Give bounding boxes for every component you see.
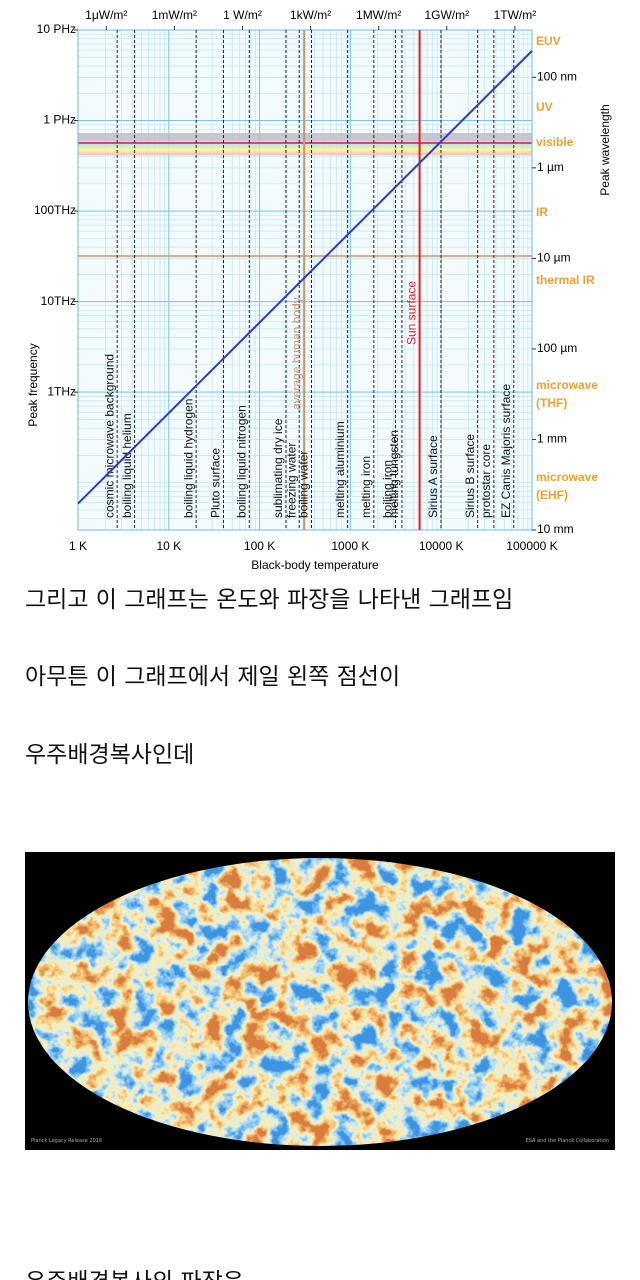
marker-label: boiling water xyxy=(297,451,311,518)
image-caption: ESA and the Planck Collaboration xyxy=(526,1138,609,1144)
marker-label: sublimating dry ice xyxy=(271,418,285,518)
marker-label: Pluto surface xyxy=(209,448,223,518)
x2-tick-label: 1TW/m² xyxy=(494,8,537,22)
x2-tick-label: 1GW/m² xyxy=(424,8,469,22)
y2-tick-label: 1 mm xyxy=(537,432,567,446)
marker-label: Sun surface xyxy=(405,281,419,345)
band-label: EUV xyxy=(536,34,561,48)
band-label: IR xyxy=(536,205,548,219)
band-label: microwave (EHF) xyxy=(536,470,598,502)
y-tick-label: 1THz xyxy=(47,384,76,398)
marker-label: Sirius A surface xyxy=(426,435,440,518)
y-tick-label: 1 PHz xyxy=(43,113,76,127)
x2-tick-label: 1μW/m² xyxy=(85,8,127,22)
y2-tick-label: 10 µm xyxy=(537,251,571,265)
x-tick-label: 1000 K xyxy=(331,539,369,553)
marker-label: EZ Canis Majoris surface xyxy=(499,384,513,518)
image-caption: Planck Legacy Release 2018 xyxy=(31,1138,102,1144)
marker-label: cosmic microwave background xyxy=(102,354,116,518)
x2-tick-label: 1 W/m² xyxy=(223,8,262,22)
marker-label: Sirius B surface xyxy=(463,434,477,518)
y2-axis-label: Peak wavelength xyxy=(598,104,612,195)
y-tick-label: 10 PHz xyxy=(37,22,76,36)
paragraph: 우주배경복사의 파장은 xyxy=(25,1262,244,1280)
x-axis-label: Black-body temperature xyxy=(251,558,379,572)
marker-label: boiling liquid hydrogen xyxy=(181,399,195,518)
x-tick-label: 100000 K xyxy=(506,539,557,553)
x-tick-label: 1 K xyxy=(69,539,87,553)
cmb-map xyxy=(28,858,612,1146)
paragraph: 그리고 이 그래프는 온도와 파장을 나타낸 그래프임 xyxy=(25,587,514,613)
marker-label: boiling iron xyxy=(381,460,395,518)
x2-tick-label: 1MW/m² xyxy=(356,8,401,22)
x-tick-label: 10 K xyxy=(156,539,181,553)
y-axis-label: Peak frequency xyxy=(26,343,40,426)
x2-tick-label: 1kW/m² xyxy=(290,8,331,22)
marker-label: melting aluminium xyxy=(333,421,347,518)
y2-tick-label: 1 µm xyxy=(537,160,564,174)
band-label: UV xyxy=(536,100,553,114)
wien-line xyxy=(77,50,533,505)
marker-label: freezing water xyxy=(284,443,298,518)
band-label: thermal IR xyxy=(536,273,595,287)
y-tick-label: 10THz xyxy=(41,294,76,308)
marker-label: melting iron xyxy=(359,456,373,518)
x-tick-label: 10000 K xyxy=(419,539,464,553)
chart: Black-body temperature Peak frequency Pe… xyxy=(26,8,612,572)
cmb-image: Planck Legacy Release 2018 ESA and the P… xyxy=(25,852,615,1150)
marker-label: boiling liquid helium xyxy=(120,413,134,518)
y2-tick-label: 10 mm xyxy=(537,522,574,536)
band-label: visible xyxy=(536,135,574,149)
y2-tick-label: 100 µm xyxy=(537,341,577,355)
paragraph: 아무튼 이 그래프에서 제일 왼쪽 점선이 xyxy=(25,664,401,690)
paragraph: 우주배경복사인데 xyxy=(25,742,195,768)
marker-label: boiling liquid nitrogen xyxy=(234,405,248,518)
marker-label: protostar core xyxy=(479,444,493,518)
x2-tick-label: 1mW/m² xyxy=(152,8,197,22)
marker-label: melting tungsten xyxy=(387,430,401,518)
x-tick-label: 100 K xyxy=(244,539,275,553)
y2-tick-label: 100 nm xyxy=(537,70,577,84)
band-label: microwave (THF) xyxy=(536,378,598,410)
marker-label: average human body xyxy=(289,297,303,410)
y-tick-label: 100THz xyxy=(34,203,76,217)
